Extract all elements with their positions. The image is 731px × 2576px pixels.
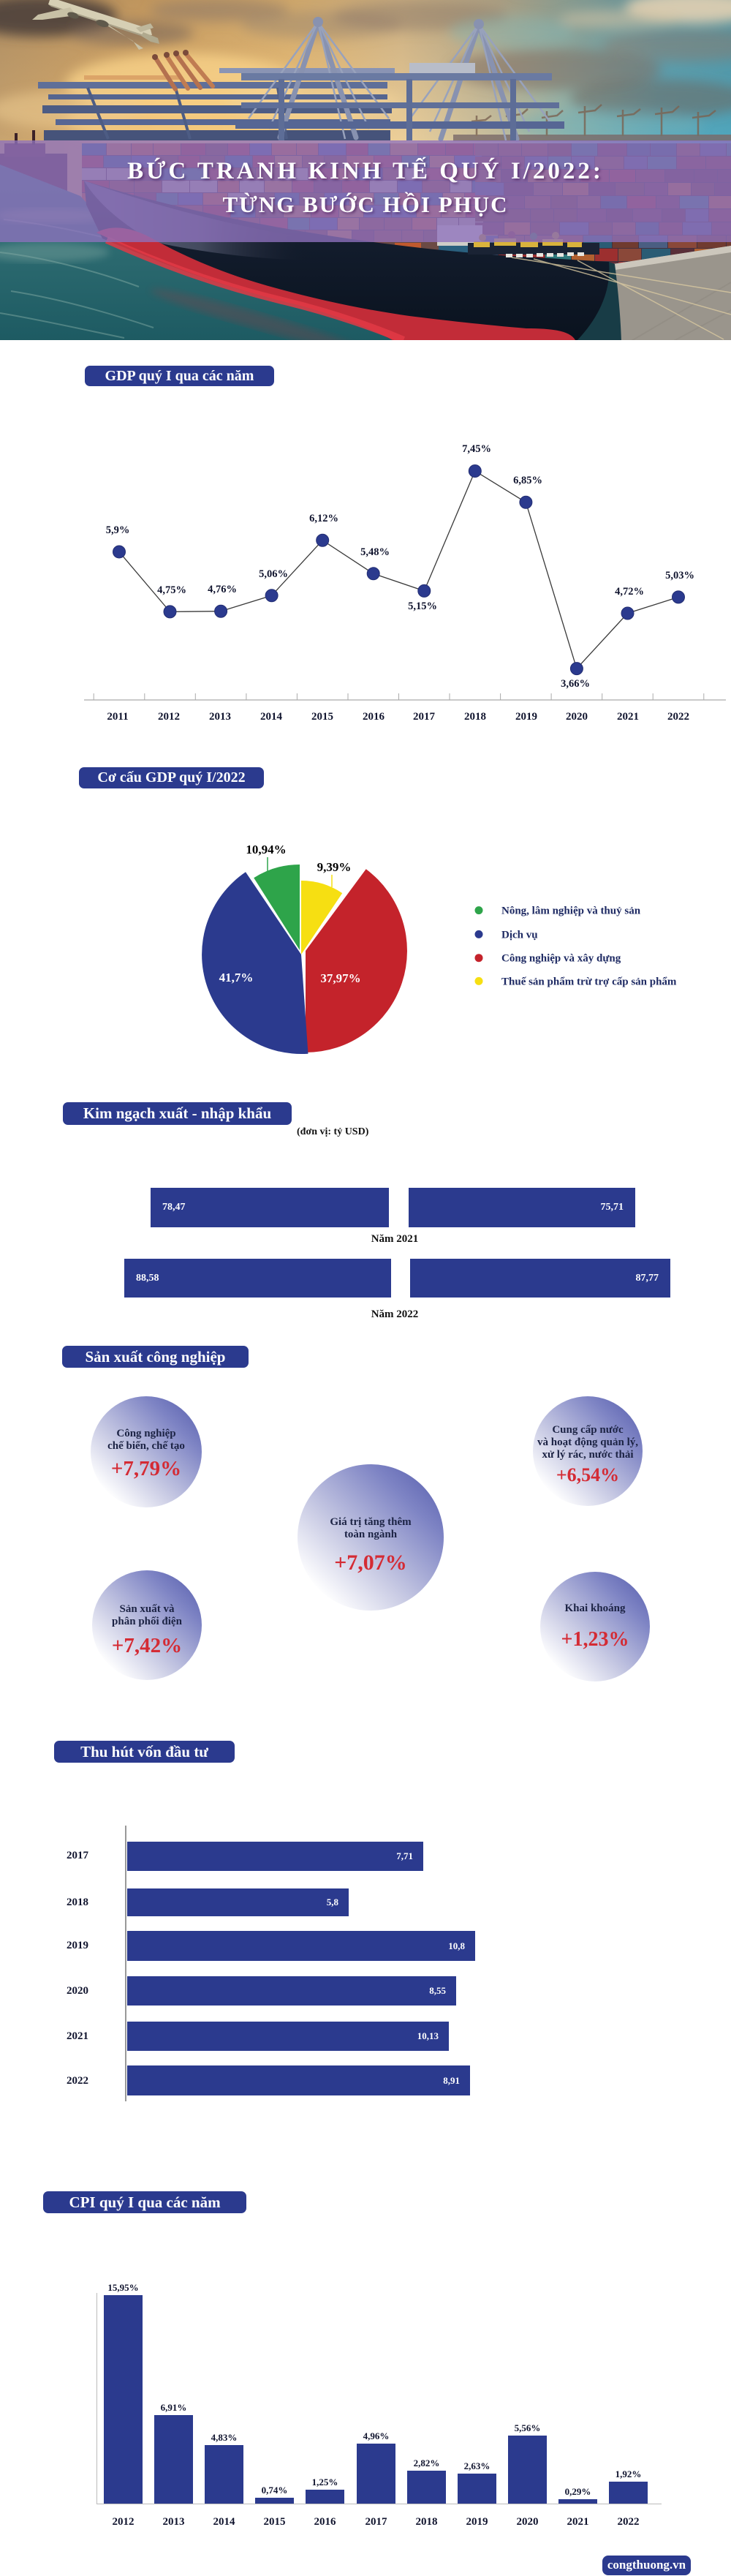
- svg-text:7,45%: 7,45%: [462, 443, 491, 455]
- svg-text:4,75%: 4,75%: [157, 584, 186, 596]
- svg-text:5,15%: 5,15%: [408, 600, 437, 612]
- svg-text:2021: 2021: [617, 711, 639, 723]
- svg-text:2018: 2018: [464, 711, 486, 723]
- svg-text:4,76%: 4,76%: [208, 584, 237, 595]
- svg-text:2014: 2014: [260, 711, 283, 723]
- svg-text:2012: 2012: [158, 711, 180, 723]
- svg-text:Nông, lâm nghiệp và thuỷ sản: Nông, lâm nghiệp và thuỷ sản: [501, 905, 641, 917]
- svg-text:4,72%: 4,72%: [615, 586, 644, 598]
- svg-text:Công nghiệp và xây dựng: Công nghiệp và xây dựng: [501, 953, 621, 965]
- svg-text:5,9%: 5,9%: [106, 524, 130, 536]
- svg-text:Thuế sản phẩm trừ trợ cấp sản: Thuế sản phẩm trừ trợ cấp sản phẩm: [501, 976, 677, 987]
- svg-text:2011: 2011: [107, 711, 128, 723]
- svg-text:10,94%: 10,94%: [246, 843, 286, 856]
- svg-text:2019: 2019: [515, 711, 537, 723]
- svg-text:2017: 2017: [413, 711, 436, 723]
- svg-text:37,97%: 37,97%: [320, 971, 360, 985]
- svg-text:2022: 2022: [667, 711, 689, 723]
- svg-text:5,48%: 5,48%: [360, 546, 390, 558]
- svg-text:5,06%: 5,06%: [259, 568, 288, 580]
- svg-text:2020: 2020: [566, 711, 588, 723]
- svg-text:2013: 2013: [209, 711, 231, 723]
- svg-text:6,12%: 6,12%: [309, 513, 338, 524]
- svg-text:2016: 2016: [363, 711, 385, 723]
- svg-text:3,66%: 3,66%: [561, 678, 590, 690]
- svg-text:Dịch vụ: Dịch vụ: [501, 929, 538, 941]
- svg-text:2015: 2015: [311, 711, 333, 723]
- svg-text:41,7%: 41,7%: [219, 971, 254, 984]
- svg-text:5,03%: 5,03%: [665, 570, 694, 581]
- svg-text:6,85%: 6,85%: [513, 475, 542, 486]
- svg-text:9,39%: 9,39%: [317, 860, 352, 874]
